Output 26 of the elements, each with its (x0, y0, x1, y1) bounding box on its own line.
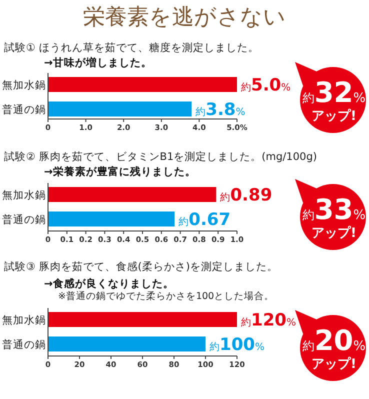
text: 栄養素を逃がさない (83, 5, 286, 30)
chart-title: 試験③ 豚肉を茹でて、食感(柔らかさ)を測定しました。 (4, 260, 278, 273)
y-tick-label: 無加水鍋 (2, 314, 46, 326)
chart-subtitle: →栄養素が豊富に残りました。 (44, 165, 196, 178)
text: 約32% (302, 76, 366, 109)
chart-title: 試験② 豚肉を茹でて、ビタミンB1を測定しました。(mg/100g) (4, 150, 317, 163)
y-tick-label: 無加水鍋 (2, 188, 46, 202)
chart-subtitle: →甘味が増しました。 (44, 56, 152, 69)
y-tick-label: 普通の鍋 (2, 338, 46, 351)
data-label: 約120% (241, 310, 296, 330)
y-tick-label: 普通の鍋 (2, 213, 46, 226)
data-label: 約100% (210, 335, 265, 355)
data-label: 約0.67 (178, 210, 231, 230)
text: アップ! (312, 108, 356, 124)
text: アップ! (312, 225, 356, 241)
y-tick-label: 無加水鍋 (2, 78, 46, 92)
text: 約20% (302, 324, 366, 357)
text: アップ! (312, 356, 356, 372)
chart-subtitle: →食感が良くなりました。 (44, 277, 174, 290)
data-label: 約0.89 (220, 186, 272, 206)
text: ※普通の鍋でゆでた柔らかさを100とした場合。 (58, 290, 274, 302)
chart-title: 試験① ほうれん草を茹でて、糖度を測定しました。 (4, 41, 259, 54)
data-label: 約3.8% (196, 100, 246, 120)
y-tick-label: 普通の鍋 (2, 103, 46, 116)
data-label: 約5.0% (241, 76, 291, 96)
text: 約33% (302, 193, 366, 226)
